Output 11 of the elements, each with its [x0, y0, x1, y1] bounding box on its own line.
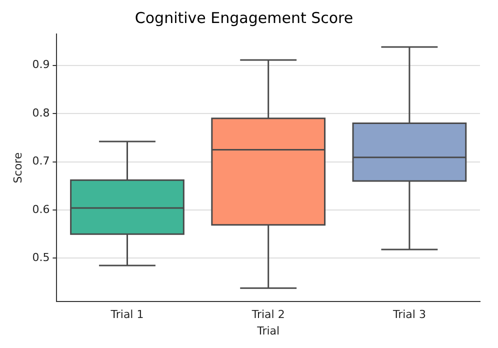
x-tick-label: Trial 2	[250, 308, 285, 322]
y-tick-label: 0.7	[32, 154, 50, 168]
x-tick-label: Trial 3	[392, 308, 426, 322]
y-tick-label: 0.9	[32, 58, 50, 72]
chart-title: Cognitive Engagement Score	[134, 8, 354, 27]
y-tick-label: 0.5	[32, 251, 50, 264]
x-axis-title: Trial	[256, 324, 280, 338]
y-axis-title: Score	[11, 152, 24, 184]
x-tick-label: Trial 1	[110, 308, 144, 322]
y-tick-label: 0.8	[32, 106, 50, 120]
y-tick-label: 0.6	[32, 202, 50, 216]
